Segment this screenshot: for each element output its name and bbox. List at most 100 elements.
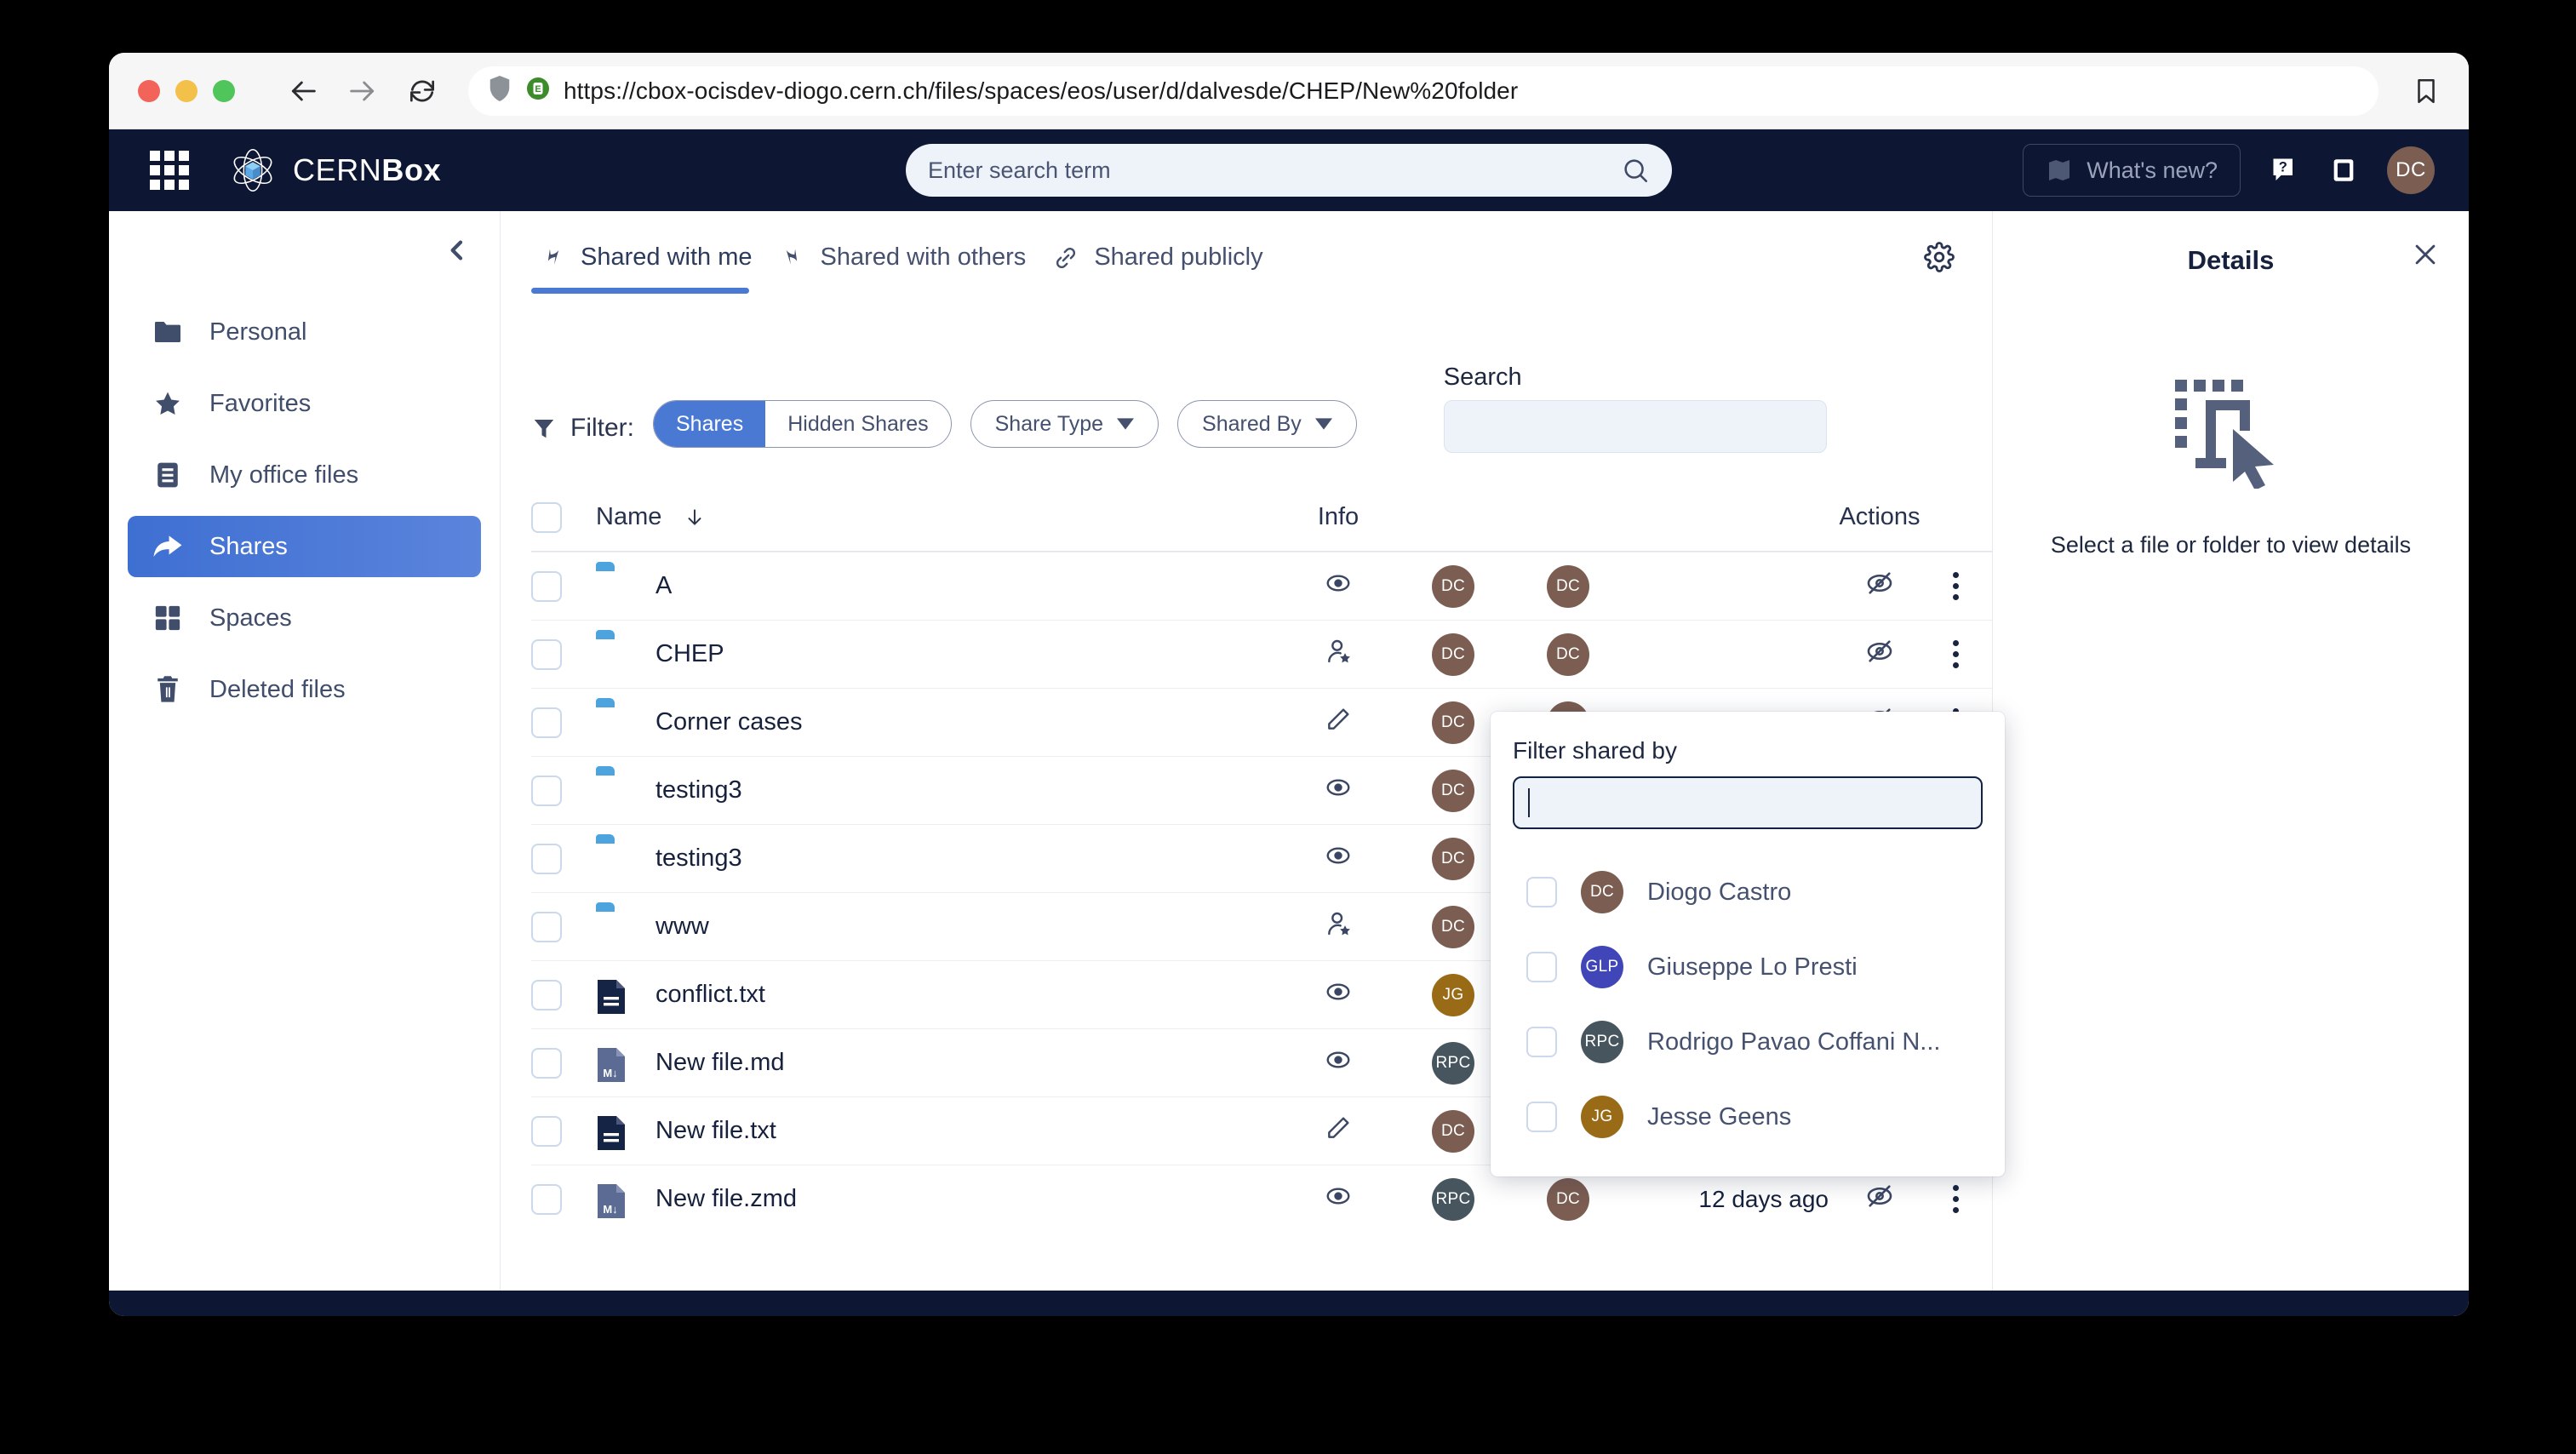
table-row[interactable]: M↓ New file.zmd RPC DC 12 days ago xyxy=(531,1165,1992,1233)
row-checkbox[interactable] xyxy=(531,911,562,942)
row-info-cell[interactable] xyxy=(1287,638,1389,672)
tab-shared-with-others[interactable]: Shared with others xyxy=(771,235,1045,294)
minimize-window-button[interactable] xyxy=(175,79,197,102)
row-hide-toggle[interactable] xyxy=(1840,637,1919,673)
app-grid-icon[interactable] xyxy=(150,151,189,190)
global-search-input[interactable]: Enter search term xyxy=(906,144,1672,197)
chevron-left-icon[interactable] xyxy=(437,230,478,271)
list-search-input[interactable] xyxy=(1443,400,1827,453)
select-all-checkbox[interactable] xyxy=(531,501,562,533)
sidebar-item-favorites[interactable]: Favorites xyxy=(128,373,481,434)
shared-with-avatar[interactable]: DC xyxy=(1547,1177,1589,1221)
search-icon[interactable] xyxy=(1621,156,1650,185)
segment-shares[interactable]: Shares xyxy=(654,401,766,447)
back-arrow-icon[interactable] xyxy=(281,69,325,113)
row-info-cell[interactable] xyxy=(1287,1182,1389,1216)
maximize-window-button[interactable] xyxy=(213,79,235,102)
popover-option[interactable]: RPC Rodrigo Pavao Coffani N... xyxy=(1513,1005,1983,1079)
shared-by-avatar[interactable]: DC xyxy=(1432,837,1474,880)
shared-by-avatar[interactable]: RPC xyxy=(1432,1041,1474,1085)
shared-by-avatar[interactable]: DC xyxy=(1432,701,1474,744)
row-name-cell[interactable]: CHEP xyxy=(596,638,1287,672)
row-name-cell[interactable]: A xyxy=(596,570,1287,604)
row-info-cell[interactable] xyxy=(1287,910,1389,944)
row-info-cell[interactable] xyxy=(1287,842,1389,876)
whats-new-button[interactable]: What's new? xyxy=(2023,144,2241,197)
row-name-cell[interactable]: M↓ New file.md xyxy=(596,1046,1287,1082)
row-checkbox[interactable] xyxy=(531,638,562,670)
shared-by-avatar[interactable]: JG xyxy=(1432,973,1474,1016)
row-checkbox[interactable] xyxy=(531,1047,562,1079)
row-menu-button[interactable] xyxy=(1919,640,1992,668)
help-icon[interactable]: ? xyxy=(2270,155,2300,186)
shared-by-avatar[interactable]: DC xyxy=(1432,633,1474,676)
row-info-cell[interactable] xyxy=(1287,706,1389,740)
row-name-cell[interactable]: testing3 xyxy=(596,774,1287,808)
sidebar-item-deleted-files[interactable]: Deleted files xyxy=(128,659,481,720)
bookmark-icon[interactable] xyxy=(2406,71,2447,112)
row-checkbox[interactable] xyxy=(531,1183,562,1215)
sidebar-item-personal[interactable]: Personal xyxy=(128,301,481,363)
sidebar-item-spaces[interactable]: Spaces xyxy=(128,587,481,649)
shared-by-avatar[interactable]: DC xyxy=(1432,1109,1474,1153)
shared-by-avatar[interactable]: DC xyxy=(1432,564,1474,608)
sidebar-item-shares[interactable]: Shares xyxy=(128,516,481,577)
row-name-cell[interactable]: testing3 xyxy=(596,842,1287,876)
row-menu-button[interactable] xyxy=(1919,1185,1992,1213)
forward-arrow-icon[interactable] xyxy=(341,69,385,113)
row-info-cell[interactable] xyxy=(1287,1114,1389,1148)
close-window-button[interactable] xyxy=(138,79,160,102)
close-icon[interactable] xyxy=(2411,240,2440,269)
shared-by-avatar[interactable]: RPC xyxy=(1432,1177,1474,1221)
row-checkbox[interactable] xyxy=(531,979,562,1010)
brand-logo[interactable]: CERNBox xyxy=(226,144,441,197)
shared-by-avatar[interactable]: DC xyxy=(1432,905,1474,948)
panel-icon[interactable] xyxy=(2329,156,2358,185)
segment-hidden-shares[interactable]: Hidden Shares xyxy=(787,411,929,436)
user-avatar[interactable]: DC xyxy=(2387,146,2435,194)
row-info-cell[interactable] xyxy=(1287,978,1389,1012)
tab-shared-with-me[interactable]: Shared with me xyxy=(531,235,771,294)
row-name-cell[interactable]: M↓ New file.zmd xyxy=(596,1182,1287,1218)
popover-option-checkbox[interactable] xyxy=(1526,952,1557,982)
row-checkbox[interactable] xyxy=(531,843,562,874)
row-checkbox[interactable] xyxy=(531,1115,562,1147)
row-info-cell[interactable] xyxy=(1287,570,1389,604)
table-row[interactable]: CHEP DC DC xyxy=(531,620,1992,688)
row-checkbox[interactable] xyxy=(531,707,562,738)
shared-with-avatar[interactable]: DC xyxy=(1547,633,1589,676)
row-hide-toggle[interactable] xyxy=(1840,569,1919,604)
share-type-dropdown[interactable]: Share Type xyxy=(970,400,1159,448)
row-name-cell[interactable]: conflict.txt xyxy=(596,978,1287,1014)
row-checkbox[interactable] xyxy=(531,570,562,602)
popover-filter-input[interactable] xyxy=(1513,776,1983,829)
popover-option[interactable]: JG Jesse Geens xyxy=(1513,1079,1983,1154)
row-menu-button[interactable] xyxy=(1919,572,1992,600)
row-checkbox[interactable] xyxy=(531,775,562,806)
tab-shared-publicly[interactable]: Shared publicly xyxy=(1045,235,1281,294)
popover-option-checkbox[interactable] xyxy=(1526,1027,1557,1057)
gear-icon[interactable] xyxy=(1924,241,1955,288)
column-header-name[interactable]: Name xyxy=(596,503,1287,531)
row-name-cell[interactable]: www xyxy=(596,910,1287,944)
shares-segmented-control: Shares Hidden Shares xyxy=(653,400,952,448)
shared-with-avatar[interactable]: DC xyxy=(1547,564,1589,608)
extension-badge-icon[interactable]: E xyxy=(524,75,552,106)
table-row[interactable]: A DC DC xyxy=(531,552,1992,620)
popover-option-checkbox[interactable] xyxy=(1526,1102,1557,1132)
row-info-cell[interactable] xyxy=(1287,774,1389,808)
row-name-cell[interactable]: New file.txt xyxy=(596,1114,1287,1150)
shared-by-avatar[interactable]: DC xyxy=(1432,769,1474,812)
row-info-cell[interactable] xyxy=(1287,1046,1389,1080)
folder-icon xyxy=(596,910,633,944)
popover-option[interactable]: GLP Giuseppe Lo Presti xyxy=(1513,930,1983,1005)
sidebar-item-my-office-files[interactable]: My office files xyxy=(128,444,481,506)
row-hide-toggle[interactable] xyxy=(1840,1182,1919,1217)
address-bar[interactable]: E https://cbox-ocisdev-diogo.cern.ch/fil… xyxy=(468,66,2379,116)
shared-by-dropdown[interactable]: Shared By xyxy=(1177,400,1357,448)
row-name-label: conflict.txt xyxy=(655,981,765,1008)
row-name-cell[interactable]: Corner cases xyxy=(596,706,1287,740)
reload-icon[interactable] xyxy=(400,69,444,113)
popover-option-checkbox[interactable] xyxy=(1526,877,1557,907)
popover-option[interactable]: DC Diogo Castro xyxy=(1513,855,1983,930)
